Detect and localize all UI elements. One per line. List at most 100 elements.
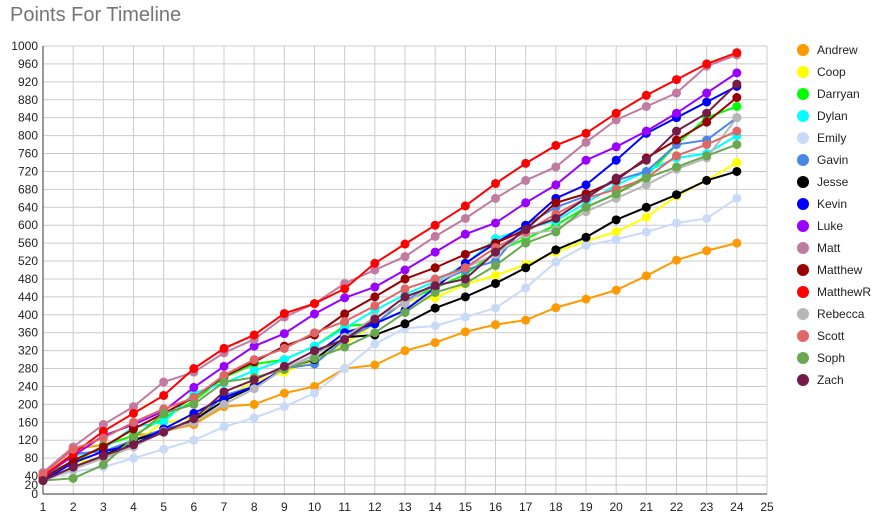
- legend-label-matt: Matt: [817, 241, 841, 255]
- data-point-matthewr: [641, 90, 651, 100]
- data-point-luke: [581, 155, 591, 165]
- data-point-matthew: [702, 117, 712, 127]
- x-tick-label: 22: [670, 500, 684, 514]
- y-tick-label: 960: [18, 57, 38, 71]
- legend-marker-dylan: [797, 110, 809, 122]
- data-point-soph: [219, 377, 229, 387]
- data-point-scott: [38, 469, 48, 479]
- data-point-soph: [491, 261, 500, 271]
- series-line-dylan: [42, 134, 738, 477]
- data-point-soph: [370, 328, 380, 338]
- data-point-soph: [611, 189, 621, 199]
- legend-marker-emily: [797, 132, 809, 144]
- legend-label-luke: Luke: [817, 219, 843, 233]
- y-tick-label: 40: [25, 469, 39, 483]
- data-point-jesse: [641, 202, 651, 212]
- legend-item-soph: Soph: [797, 351, 845, 365]
- data-point-zach: [38, 476, 48, 486]
- x-tick-label: 10: [308, 500, 322, 514]
- data-point-zach: [68, 462, 78, 472]
- data-point-luke: [460, 229, 470, 239]
- data-point-soph: [68, 473, 78, 483]
- data-point-andrew: [310, 381, 319, 391]
- data-point-matthewr: [340, 284, 350, 294]
- data-point-andrew: [732, 238, 742, 248]
- data-point-emily: [672, 218, 681, 228]
- y-tick-label: 680: [18, 182, 38, 196]
- data-point-zach: [370, 314, 380, 324]
- legend-marker-matt: [797, 242, 809, 254]
- y-tick-label: 160: [18, 415, 38, 429]
- data-point-scott: [340, 317, 350, 327]
- data-point-scott: [279, 343, 289, 353]
- y-tick-label: 920: [18, 75, 38, 89]
- data-point-andrew: [279, 388, 289, 398]
- data-point-soph: [672, 162, 681, 172]
- data-point-jesse: [702, 175, 712, 185]
- data-point-andrew: [581, 294, 591, 304]
- data-point-gavin: [641, 166, 651, 176]
- data-point-emily: [279, 402, 289, 412]
- data-point-matthew: [672, 135, 681, 145]
- data-point-andrew: [641, 271, 651, 281]
- data-point-luke: [641, 126, 651, 136]
- data-point-andrew: [672, 255, 681, 265]
- data-point-luke: [370, 282, 380, 292]
- legend-item-rebecca: Rebecca: [797, 307, 865, 321]
- data-point-emily: [219, 422, 229, 432]
- data-point-scott: [702, 140, 712, 150]
- legend-label-dylan: Dylan: [817, 109, 848, 123]
- series-line-zach: [42, 83, 738, 482]
- legend-label-andrew: Andrew: [817, 43, 858, 57]
- y-tick-label: 440: [18, 290, 38, 304]
- data-point-emily: [249, 413, 259, 423]
- data-point-andrew: [370, 360, 380, 370]
- series-line-scott: [42, 130, 738, 475]
- data-point-andrew: [460, 327, 470, 337]
- legend-label-jesse: Jesse: [817, 175, 849, 189]
- x-tick-label: 1: [40, 500, 47, 514]
- data-point-matthewr: [98, 426, 108, 436]
- data-point-kevin: [702, 97, 712, 107]
- data-point-zach: [340, 334, 350, 344]
- series-line-matthewr: [42, 51, 738, 477]
- data-point-rebecca: [249, 384, 259, 394]
- y-tick-label: 120: [18, 433, 38, 447]
- y-tick-label: 480: [18, 272, 38, 286]
- series-line-luke: [42, 72, 738, 477]
- data-point-rebecca: [400, 299, 410, 309]
- data-point-soph: [551, 227, 561, 237]
- data-point-emily: [551, 257, 561, 267]
- legend-item-matthewr: MatthewR: [797, 285, 871, 299]
- series-line-matthew: [42, 96, 738, 480]
- y-tick-label: 200: [18, 397, 38, 411]
- legend-item-dylan: Dylan: [797, 109, 848, 123]
- data-point-coop: [491, 270, 500, 280]
- data-point-zach: [98, 451, 108, 461]
- data-point-matthewr: [159, 390, 169, 400]
- data-point-zach: [672, 126, 681, 136]
- y-tick-label: 20: [25, 478, 39, 492]
- data-point-matthewr: [672, 75, 681, 85]
- legend-item-andrew: Andrew: [797, 43, 858, 57]
- data-point-zach: [400, 292, 410, 302]
- legend-label-soph: Soph: [817, 351, 845, 365]
- data-point-soph: [702, 151, 712, 161]
- data-point-zach: [460, 274, 470, 284]
- data-point-matt: [491, 193, 500, 203]
- x-tick-label: 6: [190, 500, 197, 514]
- data-point-darryan: [732, 101, 742, 111]
- legend-marker-luke: [797, 220, 809, 232]
- x-tick-label: 12: [368, 500, 382, 514]
- legend-label-darryan: Darryan: [817, 87, 860, 101]
- data-point-matt: [641, 101, 651, 111]
- y-tick-label: 640: [18, 200, 38, 214]
- data-point-zach: [310, 346, 319, 356]
- data-point-zach: [732, 79, 742, 89]
- legend-marker-zach: [797, 374, 809, 386]
- data-point-luke: [672, 108, 681, 118]
- legend-marker-kevin: [797, 198, 809, 210]
- data-point-emily: [129, 453, 138, 463]
- data-point-coop: [611, 227, 621, 237]
- axes: 1 2 3 4 5 6 7 8 9 10 11 12 13 14 15 16 17 18 19 20 21 22 23 24 2…: [11, 39, 774, 514]
